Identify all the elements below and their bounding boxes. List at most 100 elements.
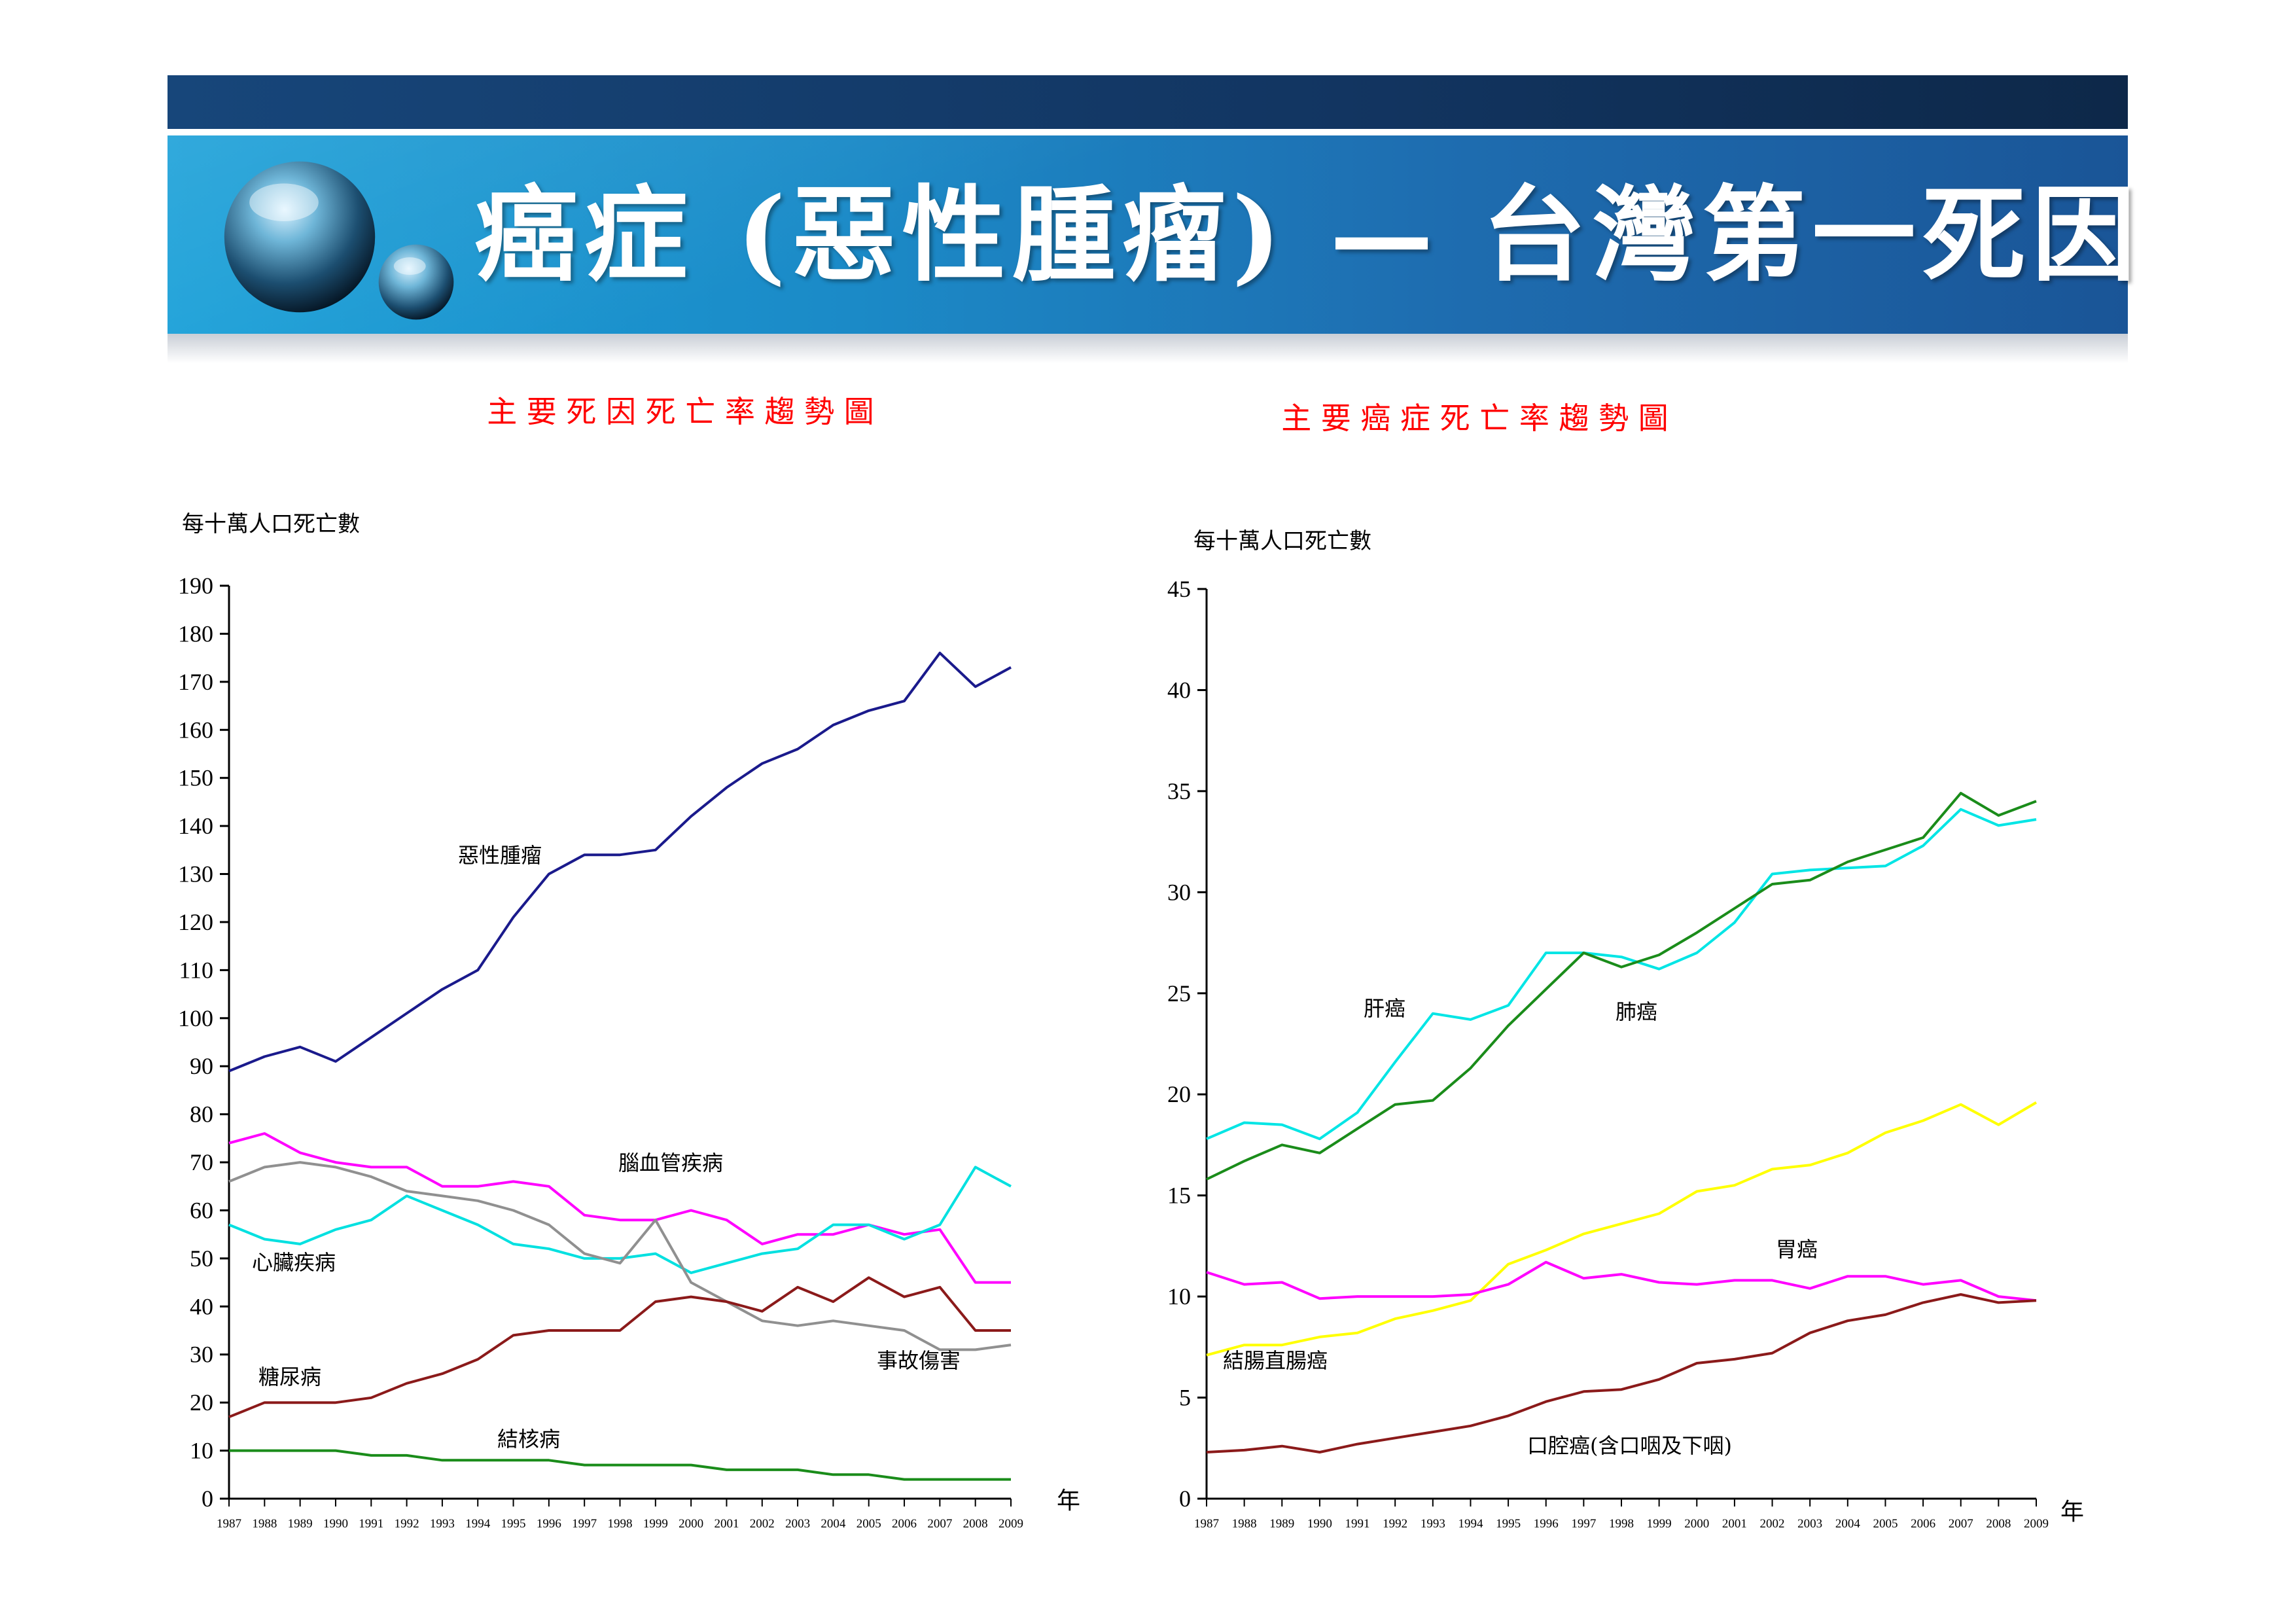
x-tick-label: 1987 [1194,1517,1219,1531]
x-tick-label: 1993 [430,1517,455,1531]
y-tick-label: 5 [1179,1385,1191,1411]
x-tick-label: 1993 [1421,1517,1445,1531]
y-tick-label: 15 [1167,1183,1191,1209]
series-label: 惡性腫瘤 [458,843,542,868]
x-tick-label: 2006 [1911,1517,1935,1531]
series-line [228,651,1012,1073]
series-label: 結核病 [497,1427,560,1452]
header-banner [168,135,2128,334]
x-tick-label: 2007 [927,1517,952,1531]
y-tick-label: 40 [1167,677,1191,703]
series-line [1206,1260,2037,1302]
x-tick-label: 1988 [252,1517,277,1531]
globe-orb-large-icon [224,161,376,313]
x-tick-label: 1989 [1269,1517,1294,1531]
y-tick-label: 0 [202,1486,213,1512]
x-tick-label: 1990 [1307,1517,1332,1531]
x-tick-label: 1999 [643,1517,668,1531]
x-tick-label: 1997 [572,1517,597,1531]
x-tick-label: 1994 [1458,1517,1483,1531]
chart-title: 主 要 癌 症 死 亡 率 趨 勢 圖 [1281,401,1669,436]
y-tick-label: 190 [178,573,213,599]
x-tick-label: 2009 [2024,1517,2049,1531]
y-tick-label: 80 [190,1101,213,1128]
header-top-bar [168,75,2128,129]
x-axis-label: 年 [2060,1499,2084,1525]
x-tick-label: 2003 [1797,1517,1822,1531]
series-label: 事故傷害 [877,1348,961,1373]
series-label: 心臟疾病 [252,1250,336,1275]
chart-title: 主 要 死 因 死 亡 率 趨 勢 圖 [487,394,874,429]
y-tick-label: 60 [190,1197,213,1223]
y-axis-label: 每十萬人口死亡數 [182,511,360,537]
x-tick-label: 2007 [1949,1517,1973,1531]
x-tick-label: 2008 [963,1517,988,1531]
x-tick-label: 2008 [1986,1517,2011,1531]
slide-title: 癌症 (惡性腫瘤) — 台灣第一死因 [474,175,2142,296]
y-tick-label: 30 [190,1342,213,1368]
y-tick-label: 100 [178,1005,213,1031]
y-tick-label: 110 [179,957,213,983]
x-tick-label: 1997 [1571,1517,1596,1531]
y-tick-label: 160 [178,717,213,743]
y-tick-label: 45 [1167,576,1191,602]
series-label: 糖尿病 [258,1364,321,1389]
x-tick-label: 1995 [1496,1517,1521,1531]
series-line [228,1166,1012,1274]
x-tick-label: 2006 [892,1517,917,1531]
y-tick-label: 70 [190,1149,213,1175]
series-line [1206,1101,2038,1357]
x-tick-label: 1994 [465,1517,491,1531]
series-label: 口腔癌(含口咽及下咽) [1527,1433,1732,1458]
y-tick-label: 120 [178,909,213,935]
y-tick-label: 0 [1179,1486,1191,1512]
series-line [228,1132,1011,1284]
x-tick-label: 2001 [1722,1517,1747,1531]
series-line [228,1276,1011,1419]
x-tick-label: 1991 [359,1517,383,1531]
x-tick-label: 2005 [857,1517,881,1531]
x-tick-label: 2001 [714,1517,739,1531]
x-tick-label: 2002 [1760,1517,1785,1531]
y-tick-label: 130 [178,861,213,887]
y-tick-label: 90 [190,1053,213,1079]
y-axis-label: 每十萬人口死亡數 [1193,528,1371,554]
x-tick-label: 2000 [1684,1517,1709,1531]
series-line [229,1449,1011,1481]
y-tick-label: 35 [1167,778,1191,804]
series-line [1206,792,2037,1181]
x-tick-label: 1998 [1609,1517,1634,1531]
x-tick-label: 2000 [679,1517,703,1531]
banner-shadow [168,334,2128,363]
x-tick-label: 1998 [608,1517,633,1531]
series-line [228,1161,1012,1351]
x-tick-label: 1996 [1534,1517,1559,1531]
series-label: 肺癌 [1616,999,1657,1024]
y-tick-label: 150 [178,765,213,791]
x-tick-label: 1992 [1383,1517,1407,1531]
x-tick-label: 1988 [1232,1517,1257,1531]
series-label: 結腸直腸癌 [1223,1348,1328,1373]
x-tick-label: 1992 [395,1517,419,1531]
y-tick-label: 25 [1167,980,1191,1007]
banner-sheen [168,135,2128,334]
y-tick-label: 30 [1167,879,1191,905]
x-tick-label: 2004 [821,1517,846,1531]
x-tick-label: 1987 [217,1517,241,1531]
y-tick-label: 10 [1167,1283,1191,1310]
series-line [1206,808,2037,1141]
y-tick-label: 50 [190,1245,213,1272]
x-tick-label: 1991 [1345,1517,1370,1531]
x-tick-label: 1990 [323,1517,348,1531]
x-tick-label: 2003 [785,1517,810,1531]
globe-orb-small-icon [378,244,454,320]
x-tick-label: 1989 [288,1517,313,1531]
x-tick-label: 1999 [1647,1517,1672,1531]
series-label: 胃癌 [1776,1237,1818,1262]
series-label: 肝癌 [1364,996,1405,1021]
x-tick-label: 2009 [998,1517,1023,1531]
series-line [1206,1293,2037,1454]
y-tick-label: 180 [178,620,213,647]
y-tick-label: 140 [178,813,213,839]
